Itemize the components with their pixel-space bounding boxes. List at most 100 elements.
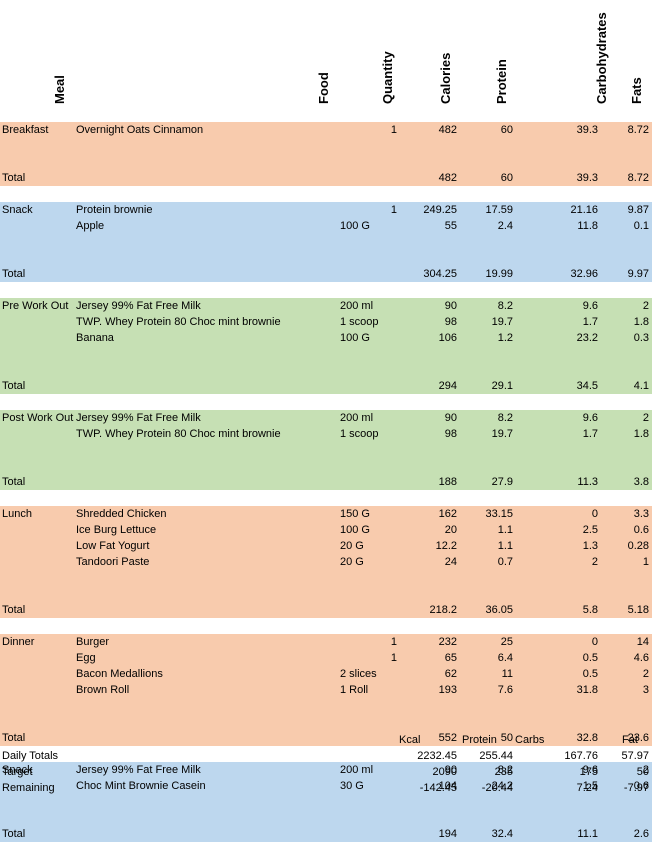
table-row: TWP. Whey Protein 80 Choc mint brownie 1 … [0,426,652,442]
header-food: Food [316,72,331,104]
carbs-value: 1.7 [582,428,598,440]
food-name: Low Fat Yogurt [76,540,150,552]
total-carbs: 32.96 [570,268,598,280]
protein-value: 11 [501,668,513,680]
table-row: Breakfast Overnight Oats Cinnamon 1 482 60 39… [0,122,652,138]
quantity-count: 1 [390,652,397,664]
food-name: Bacon Medallions [76,668,163,680]
summary-row-label: Target [2,766,33,778]
quantity-unit: 100 G [340,220,370,232]
total-calories: 552 [438,732,457,744]
summary-label-carbs: Carbs [515,734,545,746]
fats-value: 2 [642,668,649,680]
carbs-value: 9.6 [582,300,598,312]
fats-value: 2 [642,412,649,424]
table-row: Lunch Shredded Chicken 150 G 162 33.15 0 3.3 [0,506,652,522]
summary-row: Remaining -142.45 -20.44 7.24 -7.97 [0,780,652,796]
summary-row-label: Remaining [2,782,55,794]
fats-value: 4.6 [633,652,649,664]
total-calories: 304.25 [423,268,457,280]
total-row: Total 218.2 36.05 5.8 5.18 [0,602,652,618]
carbs-value: 0 [591,636,598,648]
calories-value: 20 [444,524,457,536]
summary-calories: 2232.45 [417,750,457,762]
table-row: Pre Work Out Jersey 99% Fat Free Milk 200 … [0,298,652,314]
meal-name: Post Work Out [2,412,74,424]
total-fats: 8.72 [627,172,649,184]
food-name: Jersey 99% Fat Free Milk [76,300,201,312]
calories-value: 162 [438,508,457,520]
fats-value: 2 [642,300,649,312]
table-row: Egg 1 65 6.4 0.5 4.6 [0,650,652,666]
protein-value: 2.4 [497,220,513,232]
calories-value: 106 [438,332,457,344]
total-fats: 2.6 [633,828,649,840]
food-name: Burger [76,636,110,648]
protein-value: 24.2 [491,780,513,792]
carbs-value: 2 [591,556,598,568]
summary-fats: 57.97 [621,750,649,762]
fats-value: 0.6 [633,780,649,792]
total-carbs: 39.3 [576,172,598,184]
summary-fats: -7.97 [623,782,649,794]
quantity-count: 1 [390,204,397,216]
calories-value: 62 [444,668,457,680]
header-fats: Fats [629,77,644,104]
summary-protein: 255.44 [479,750,513,762]
header-quantity: Quantity [380,51,395,104]
calories-value: 12.2 [435,540,457,552]
quantity-unit: 2 slices [340,668,377,680]
protein-value: 19.7 [491,428,513,440]
fats-value: 0.6 [633,524,649,536]
total-carbs: 34.5 [576,380,598,392]
total-label: Total [2,172,26,184]
total-row: Total 194 32.4 11.1 2.6 [0,826,652,842]
quantity-count: 1 [390,636,397,648]
table-row: Snack Protein brownie 1 249.25 17.59 21.16 9.8… [0,202,652,218]
header-carbohydrates: Carbohydrates [594,12,609,104]
food-name: TWP. Whey Protein 80 Choc mint brownie [76,316,281,328]
total-label: Total [2,732,26,744]
carbs-value: 1.5 [582,780,598,792]
table-row: Post Work Out Jersey 99% Fat Free Milk 200… [0,410,652,426]
fats-value: 0.28 [627,540,649,552]
carbs-value: 2.5 [582,524,598,536]
summary-fats: 50 [636,766,649,778]
total-label: Total [2,380,26,392]
total-calories: 188 [438,476,457,488]
fats-value: 2 [642,764,649,776]
total-protein: 27.9 [491,476,513,488]
quantity-unit: 150 G [340,508,370,520]
carbs-value: 23.2 [576,332,598,344]
calories-value: 90 [444,300,457,312]
fats-value: 1.8 [633,428,649,440]
meal-section [0,202,652,282]
total-carbs: 32.8 [576,732,598,744]
summary-carbs: 7.24 [576,782,598,794]
food-name: Overnight Oats Cinnamon [76,124,204,136]
calories-value: 482 [438,124,457,136]
summary-carbs: 167.76 [564,750,598,762]
protein-value: 1.1 [497,540,513,552]
total-carbs: 11.3 [577,476,598,488]
table-row: Apple 100 G 55 2.4 11.8 0.1 [0,218,652,234]
meal-name: Pre Work Out [2,300,69,312]
table-row: Brown Roll 1 Roll 193 7.6 31.8 3 [0,682,652,698]
summary-header-row: Kcal Protein Carbs Fat [0,732,652,748]
quantity-unit: 1 Roll [340,684,369,696]
summary-protein: 235 [494,766,513,778]
food-name: Banana [76,332,114,344]
total-fats: 9.97 [627,268,649,280]
protein-value: 8.2 [497,300,513,312]
quantity-unit: 30 G [340,780,364,792]
total-row: Total 552 50 32.8 23.6 [0,730,652,746]
fats-value: 8.72 [627,124,649,136]
total-row: Total 304.25 19.99 32.96 9.97 [0,266,652,282]
meal-section [0,634,652,746]
carbs-value: 1.3 [582,540,598,552]
food-name: TWP. Whey Protein 80 Choc mint brownie [76,428,281,440]
quantity-unit: 1 scoop [340,428,379,440]
quantity-unit: 100 G [340,524,370,536]
protein-value: 17.59 [485,204,513,216]
protein-value: 7.6 [497,684,513,696]
